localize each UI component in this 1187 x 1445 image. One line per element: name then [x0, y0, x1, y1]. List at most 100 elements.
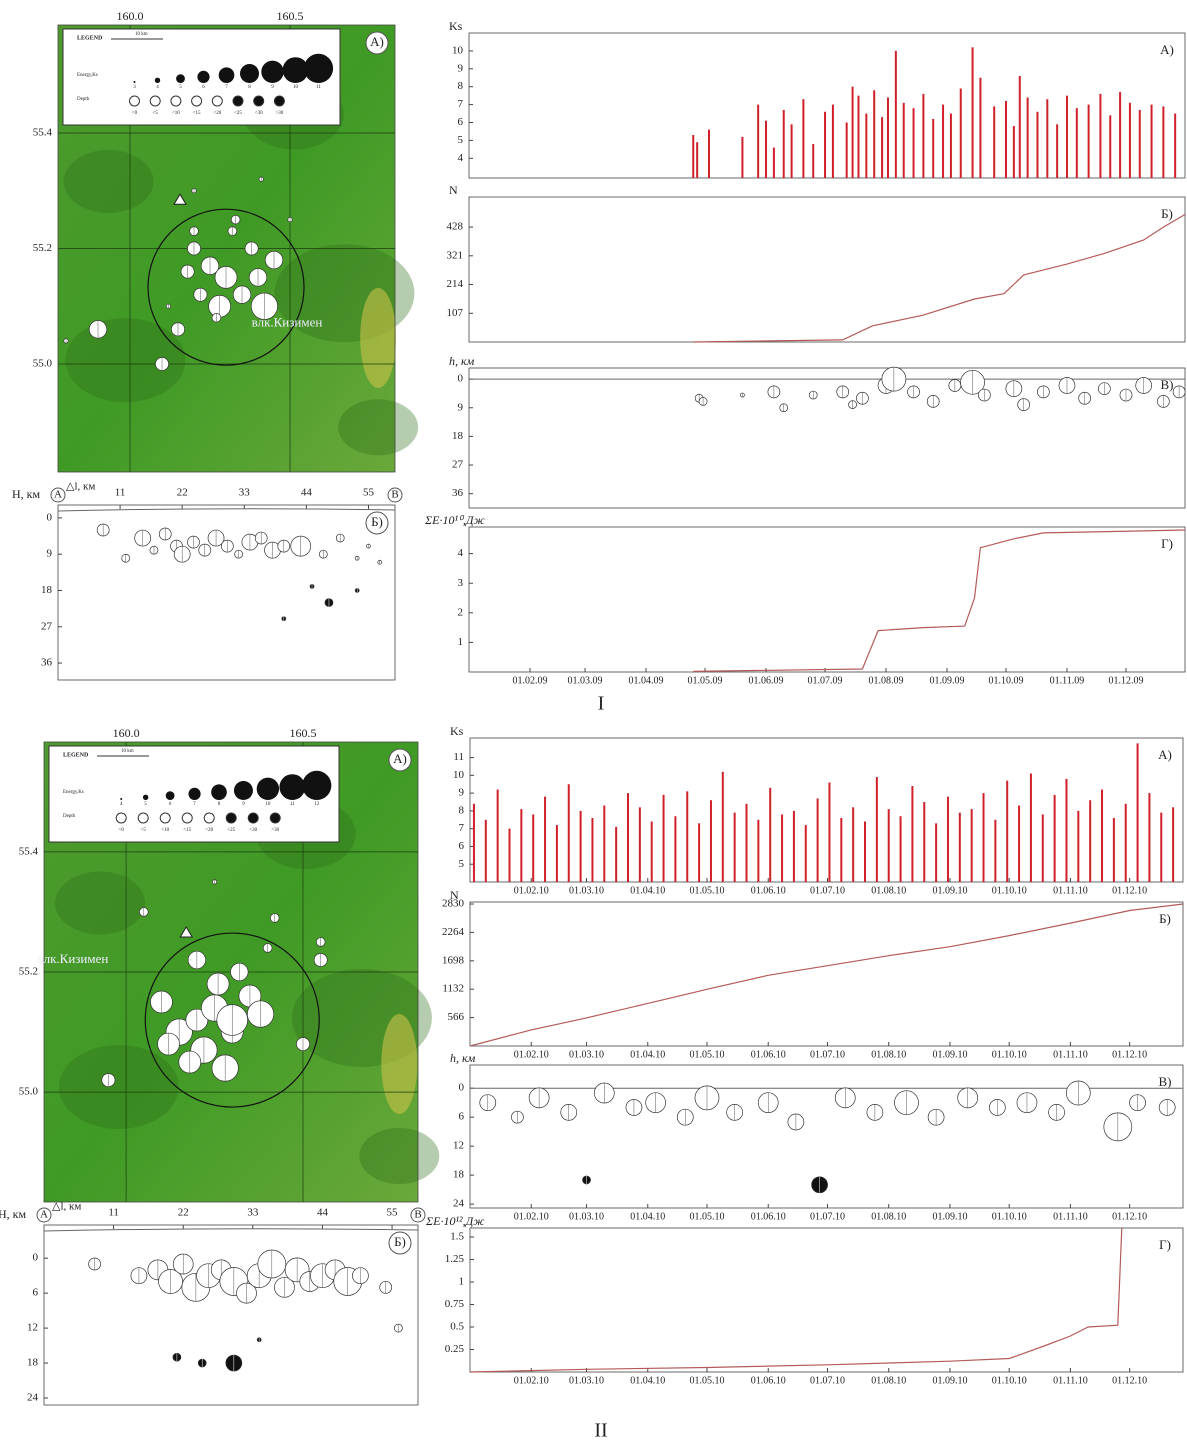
legend-energy-class: 7	[225, 85, 228, 90]
legend-energy-symbol	[256, 777, 280, 800]
panel-label: Б)	[394, 1234, 406, 1249]
x-tick-label: 33	[247, 1207, 259, 1219]
x-tick-label: 01.07.10	[810, 1211, 845, 1222]
bar	[887, 809, 890, 882]
y-tick-label: 566	[448, 1011, 465, 1023]
y-axis-label: N	[449, 183, 458, 197]
ridge-shade	[338, 399, 419, 456]
legend-depth-symbol	[253, 95, 265, 107]
x-tick-label: 55	[363, 487, 375, 499]
bar	[707, 129, 710, 178]
legend-energy-symbol	[233, 781, 253, 800]
endpoint-label: A	[40, 1209, 48, 1221]
bar	[674, 816, 677, 882]
x-tick-label: 01.06.10	[751, 1049, 786, 1060]
x-tick-label: 01.02.10	[514, 1049, 549, 1060]
y-tick-label: 0	[459, 1082, 465, 1094]
legend-energy-class: 12	[314, 802, 320, 807]
x-tick-label: 44	[301, 487, 313, 499]
x-tick-label: 160.5	[290, 726, 317, 740]
y-axis-label: ΣE·10¹²,Дж	[425, 1214, 484, 1228]
y-tick-label: 55.0	[19, 1086, 39, 1098]
x-tick-label: 01.08.10	[871, 1049, 906, 1060]
bar	[840, 818, 843, 882]
legend-energy-symbol	[165, 791, 175, 800]
bar	[1162, 106, 1165, 178]
volcano-icon	[173, 193, 187, 205]
y-tick-label: 0	[458, 373, 464, 385]
bar	[790, 124, 793, 178]
bar	[828, 782, 831, 882]
cumulative-line	[693, 529, 1186, 672]
legend-energy-symbol	[303, 53, 334, 83]
bar	[864, 821, 867, 882]
x-tick-label: 01.09.10	[932, 1375, 967, 1386]
x-tick-label: 01.09.10	[932, 1049, 967, 1060]
bar	[1136, 743, 1139, 882]
panel-label: В)	[1161, 377, 1174, 392]
bar	[696, 142, 699, 178]
bar	[615, 826, 618, 882]
legend-depth-class: <5	[153, 111, 159, 116]
legend-energy-class: 4	[120, 802, 123, 807]
legend-energy-class: 9	[242, 802, 245, 807]
bar	[1041, 814, 1044, 882]
ridge-shade	[58, 1045, 179, 1129]
bar	[1109, 115, 1112, 178]
y-axis-label: Ks	[449, 19, 463, 33]
plot-frame	[57, 504, 396, 681]
bar	[1119, 92, 1122, 178]
legend-depth-symbol	[247, 812, 259, 824]
y-tick-label: 9	[459, 787, 465, 799]
bar	[532, 814, 535, 882]
y-tick-label: 55.4	[19, 845, 39, 857]
y-tick-label: 4	[458, 547, 464, 559]
x-tick-label: 01.05.10	[690, 1211, 725, 1222]
x-tick-label: 01.04.09	[629, 675, 664, 686]
bar	[769, 787, 772, 882]
legend-energy-symbol	[261, 60, 284, 83]
bar	[831, 104, 834, 178]
legend-title: LEGEND	[63, 752, 89, 758]
legend-energy-class: 5	[144, 802, 147, 807]
panel-label: Б)	[1161, 206, 1173, 221]
bar	[959, 88, 962, 178]
y-tick-label: 2	[458, 606, 464, 618]
x-tick-label: 01.09.09	[929, 675, 964, 686]
endpoint-badge	[387, 487, 403, 503]
bar	[692, 135, 695, 178]
legend-energy-class: 10	[265, 802, 271, 807]
legend-depth-symbol	[191, 95, 203, 107]
bar	[881, 117, 884, 178]
y-tick-label: 0	[33, 1252, 39, 1264]
legend-depth-class: >30	[271, 828, 279, 833]
x-tick-label: 01.10.10	[992, 1049, 1027, 1060]
y-tick-label: 7	[458, 98, 464, 110]
cumulative-line	[469, 1227, 1123, 1373]
bar	[824, 111, 827, 178]
y-tick-label: 6	[458, 116, 464, 128]
x-tick-label: 01.06.09	[749, 675, 784, 686]
highland	[381, 1014, 418, 1114]
x-tick-label: 01.06.10	[751, 1211, 786, 1222]
plot-frame	[43, 1224, 419, 1406]
bar	[993, 106, 996, 178]
x-tick-label: 01.06.10	[751, 1375, 786, 1386]
x-tick-label: 33	[239, 487, 251, 499]
figure-label: I	[598, 693, 605, 715]
legend-energy-class: 7	[193, 802, 196, 807]
y-tick-label: 55.0	[33, 358, 53, 370]
legend-depth-symbol	[115, 812, 127, 824]
bar	[851, 86, 854, 178]
y-tick-label: 4	[458, 152, 464, 164]
legend-energy-symbol	[211, 784, 227, 800]
panel-label: A)	[1158, 747, 1172, 762]
x-tick-label: 160.5	[277, 9, 304, 23]
y-tick-label: 10	[453, 769, 465, 781]
legend-depth-class: <20	[213, 111, 221, 116]
y-tick-label: 12	[453, 1140, 464, 1152]
x-tick-label: 22	[177, 487, 188, 499]
bar	[1087, 104, 1090, 178]
x-tick-label: 01.12.10	[1112, 885, 1147, 896]
